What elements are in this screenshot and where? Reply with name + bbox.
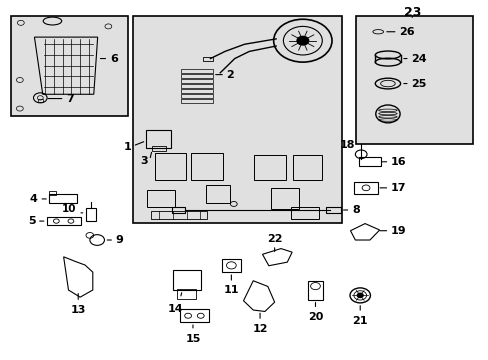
Text: 3: 3 <box>141 156 148 166</box>
Text: 9: 9 <box>116 235 123 245</box>
Bar <box>177 289 196 298</box>
Bar <box>292 155 322 180</box>
Bar <box>191 153 222 180</box>
Text: 8: 8 <box>351 205 359 215</box>
Text: 11: 11 <box>223 285 239 296</box>
Text: 18: 18 <box>339 140 355 150</box>
FancyBboxPatch shape <box>356 16 472 144</box>
Text: 24: 24 <box>410 54 426 64</box>
Bar <box>181 89 212 93</box>
Bar <box>181 94 212 98</box>
Bar <box>181 84 212 88</box>
Text: 7: 7 <box>66 94 74 104</box>
Bar <box>180 309 208 322</box>
Bar <box>49 194 77 203</box>
Bar <box>85 207 96 221</box>
Text: 15: 15 <box>185 334 200 343</box>
Bar <box>172 270 201 290</box>
Bar <box>181 99 212 103</box>
Bar <box>46 217 81 225</box>
Text: 2: 2 <box>226 69 234 80</box>
Text: 17: 17 <box>390 183 406 193</box>
Bar <box>151 211 206 219</box>
Text: 20: 20 <box>307 312 323 322</box>
FancyBboxPatch shape <box>11 16 127 116</box>
Circle shape <box>357 293 363 297</box>
Text: 13: 13 <box>70 305 86 315</box>
Bar <box>38 99 42 102</box>
Bar <box>203 58 212 61</box>
Text: 25: 25 <box>410 78 426 89</box>
Text: 12: 12 <box>252 324 267 334</box>
Bar <box>254 155 285 180</box>
Bar <box>49 192 56 195</box>
Text: 16: 16 <box>390 157 406 167</box>
Bar <box>146 130 170 148</box>
Bar <box>154 153 186 180</box>
Text: 6: 6 <box>110 54 118 64</box>
Bar <box>271 188 299 208</box>
Bar <box>181 79 212 83</box>
Text: 23: 23 <box>403 6 420 19</box>
Text: 22: 22 <box>266 234 282 244</box>
FancyBboxPatch shape <box>132 16 341 223</box>
Text: 14: 14 <box>167 304 183 314</box>
Text: 10: 10 <box>62 203 77 213</box>
Text: 4: 4 <box>30 194 38 204</box>
Circle shape <box>296 36 308 45</box>
Text: 21: 21 <box>352 316 367 326</box>
Bar <box>290 207 318 219</box>
Bar <box>147 190 175 207</box>
Text: 19: 19 <box>390 226 406 236</box>
Bar <box>152 147 165 151</box>
Bar <box>171 207 185 213</box>
Bar <box>181 69 212 73</box>
Bar <box>221 258 241 272</box>
Text: 26: 26 <box>398 27 414 37</box>
Bar <box>205 185 229 203</box>
Text: 5: 5 <box>28 216 35 226</box>
Text: 1: 1 <box>123 142 131 152</box>
Bar <box>325 207 340 213</box>
Bar <box>181 74 212 78</box>
